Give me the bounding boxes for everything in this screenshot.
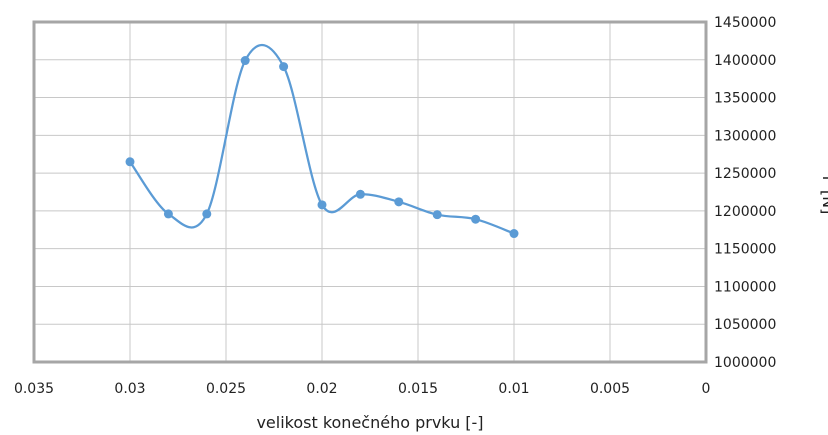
x-axis-title: velikost konečného prvku [-] (256, 413, 483, 432)
x-tick-label: 0.02 (306, 381, 337, 397)
x-tick-label: 0.01 (498, 381, 529, 397)
x-axis-ticks: 0.035 0.03 0.025 0.02 0.015 0.01 0.005 0 (14, 381, 711, 397)
plot-frame (32, 20, 708, 364)
y-tick-label: 1000000 (714, 355, 776, 371)
series-layer (125, 43, 519, 239)
data-point (509, 229, 519, 239)
data-point (317, 200, 327, 210)
plot-border (32, 20, 708, 364)
data-point (394, 197, 404, 207)
x-tick-label: 0.005 (590, 381, 630, 397)
y-axis-ticks: 1000000 1050000 1100000 1150000 1200000 12500… (714, 15, 776, 371)
x-tick-label: 0 (702, 381, 711, 397)
plot-background (34, 22, 706, 362)
data-point (163, 209, 173, 219)
y-tick-label: 1250000 (714, 166, 776, 182)
data-point (355, 189, 365, 199)
y-tick-label: 1100000 (714, 279, 776, 295)
y-tick-label: 1150000 (714, 242, 776, 258)
gridlines (34, 22, 706, 362)
x-tick-label: 0.03 (114, 381, 145, 397)
data-point (279, 62, 289, 72)
data-point (125, 157, 135, 167)
y-tick-label: 1050000 (714, 317, 776, 333)
data-point (471, 214, 481, 224)
y-tick-label: 1300000 (714, 128, 776, 144)
y-tick-label: 1450000 (714, 15, 776, 31)
data-point (432, 210, 442, 220)
x-tick-label: 0.035 (14, 381, 54, 397)
y-tick-label: 1200000 (714, 204, 776, 220)
x-tick-label: 0.015 (398, 381, 438, 397)
x-tick-label: 0.025 (206, 381, 246, 397)
data-point (202, 209, 212, 219)
y-tick-label: 1400000 (714, 53, 776, 69)
data-point (240, 56, 250, 66)
y-axis-title: F [N] (819, 176, 828, 215)
y-tick-label: 1350000 (714, 91, 776, 107)
